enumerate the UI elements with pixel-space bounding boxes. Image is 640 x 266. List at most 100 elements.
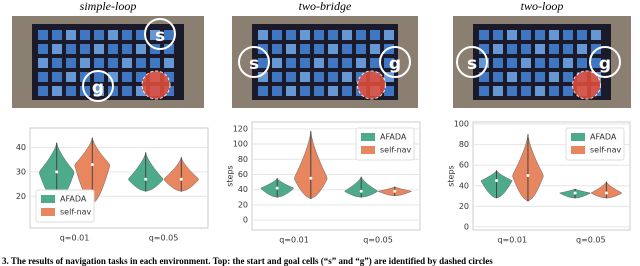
- violin-median: [90, 163, 94, 167]
- cell: [136, 72, 146, 82]
- cell: [314, 72, 324, 82]
- photo-title: two-loop: [521, 0, 564, 13]
- x-tick-label: q=0.01: [279, 236, 309, 245]
- cell: [286, 44, 296, 54]
- cell: [507, 58, 517, 68]
- cell: [52, 30, 62, 40]
- cell: [342, 86, 352, 96]
- marker-circle: [456, 46, 488, 78]
- x-tick-label: q=0.01: [60, 234, 90, 243]
- cell: [80, 58, 90, 68]
- cell: [535, 58, 545, 68]
- cell: [272, 72, 282, 82]
- y-tick-label: 20: [16, 192, 26, 201]
- y-tick-label: 120: [233, 124, 248, 133]
- cell: [328, 72, 338, 82]
- cell: [136, 44, 146, 54]
- cell: [549, 30, 559, 40]
- cell: [122, 86, 132, 96]
- marker-label: s: [467, 54, 477, 74]
- cell: [66, 30, 76, 40]
- cell: [384, 86, 394, 96]
- cell: [314, 58, 324, 68]
- marker-label: s: [249, 54, 259, 74]
- cell: [122, 72, 132, 82]
- y-tick-label: 60: [459, 161, 469, 170]
- cell: [493, 44, 503, 54]
- cell: [286, 72, 296, 82]
- cell: [286, 86, 296, 96]
- cell: [493, 58, 503, 68]
- x-tick-label: q=0.05: [363, 236, 393, 245]
- legend-swatch: [41, 195, 55, 203]
- cell: [563, 86, 573, 96]
- cell: [479, 58, 489, 68]
- cell: [342, 30, 352, 40]
- highlight: [572, 70, 601, 100]
- cell: [300, 72, 310, 82]
- legend-label: self-nav: [380, 146, 412, 155]
- cell: [52, 58, 62, 68]
- cell: [94, 30, 104, 40]
- cell: [286, 58, 296, 68]
- marker-circle: [82, 70, 114, 102]
- marker-label: g: [92, 78, 104, 98]
- cell: [108, 30, 118, 40]
- y-tick-label: 30: [16, 167, 26, 176]
- cell: [300, 30, 310, 40]
- cell: [356, 30, 366, 40]
- y-tick-label: 0: [243, 216, 248, 225]
- y-tick-label: 100: [454, 120, 469, 129]
- cell: [164, 72, 174, 82]
- legend-swatch: [571, 146, 585, 154]
- cell: [150, 58, 160, 68]
- cell: [479, 72, 489, 82]
- cell: [549, 44, 559, 54]
- cell: [136, 86, 146, 96]
- cell: [122, 30, 132, 40]
- legend-label: self-nav: [590, 146, 622, 155]
- cell: [549, 58, 559, 68]
- cell: [300, 44, 310, 54]
- cell: [563, 72, 573, 82]
- cell: [535, 30, 545, 40]
- cell: [272, 58, 282, 68]
- cell: [38, 44, 48, 54]
- cell: [164, 30, 174, 40]
- y-tick-label: 0: [464, 222, 469, 231]
- cell: [328, 86, 338, 96]
- cell: [356, 58, 366, 68]
- cell: [164, 44, 174, 54]
- violin-median: [309, 176, 313, 180]
- cell: [521, 58, 531, 68]
- cell: [108, 72, 118, 82]
- legend-label: AFADA: [60, 195, 87, 204]
- cell: [535, 86, 545, 96]
- cell: [314, 86, 324, 96]
- legend-label: AFADA: [380, 133, 407, 142]
- marker-label: g: [599, 54, 611, 74]
- cell: [258, 58, 268, 68]
- cell: [591, 30, 601, 40]
- cell: [507, 30, 517, 40]
- y-axis-label: steps: [447, 165, 456, 186]
- marker-circle: [238, 46, 270, 78]
- cell: [493, 30, 503, 40]
- violin-median: [573, 191, 577, 195]
- cell: [272, 86, 282, 96]
- cell: [328, 30, 338, 40]
- cell: [314, 44, 324, 54]
- cell: [535, 72, 545, 82]
- cell: [479, 30, 489, 40]
- cell: [591, 58, 601, 68]
- cell: [479, 86, 489, 96]
- cell: [258, 86, 268, 96]
- y-tick-label: 20: [459, 202, 469, 211]
- cell: [356, 44, 366, 54]
- cell: [300, 86, 310, 96]
- cell: [342, 72, 352, 82]
- legend-label: AFADA: [590, 133, 617, 142]
- cell: [52, 86, 62, 96]
- cell: [384, 72, 394, 82]
- cell: [521, 44, 531, 54]
